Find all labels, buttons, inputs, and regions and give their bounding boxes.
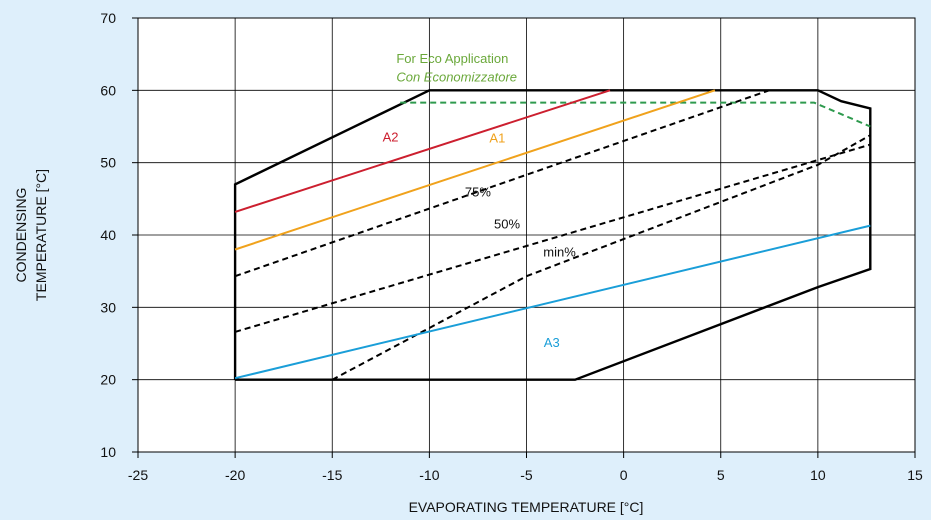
y-axis-title-line-1: CONDENSING [13, 188, 29, 283]
series-line-a2 [234, 89, 611, 213]
series-line-envelope [233, 89, 872, 381]
series-line-min [331, 134, 871, 381]
x-tick-label: -5 [520, 467, 533, 483]
y-tick-label: 30 [100, 299, 116, 315]
series-group [233, 89, 872, 381]
x-tick-label: 15 [907, 467, 923, 483]
series-line-a1 [234, 89, 716, 251]
y-axis-title-line-2: TEMPERATURE [°C] [33, 169, 49, 301]
series-label-a3: A3 [544, 335, 560, 350]
y-tick-label: 40 [100, 227, 116, 243]
series-labels: A2 A1 75% 50% min% A3 [383, 130, 577, 350]
series-label-50: 50% [494, 216, 520, 231]
x-tick-label: -20 [225, 467, 245, 483]
annotations: For Eco Application Con Economizzatore [396, 51, 517, 85]
series-line-50 [234, 143, 871, 333]
annotation-1: For Eco Application [396, 51, 508, 66]
x-axis-title: EVAPORATING TEMPERATURE [°C] [409, 499, 644, 515]
series-line-75 [234, 89, 770, 278]
y-tick-label: 20 [100, 372, 116, 388]
series-label-a2: A2 [383, 130, 399, 145]
x-tick-label: 5 [717, 467, 725, 483]
series-label-a1: A1 [489, 130, 505, 145]
x-tick-label: -15 [322, 467, 342, 483]
series-label-75: 75% [465, 185, 491, 200]
series-line-a3 [234, 224, 871, 380]
x-tick-label: -10 [419, 467, 439, 483]
x-tick-label: 0 [620, 467, 628, 483]
y-tick-label: 60 [100, 82, 116, 98]
series-label-min: min% [543, 245, 576, 260]
annotation-2: Con Economizzatore [396, 70, 517, 85]
series-line-eco-envelope [400, 101, 871, 128]
axis-ticks: -25 -20 -15 -10 -5 0 5 10 15 10 20 30 40 50 60 70 [100, 10, 923, 483]
y-tick-label: 70 [100, 10, 116, 26]
y-tick-label: 50 [100, 155, 116, 171]
x-tick-label: 10 [810, 467, 826, 483]
x-tick-label: -25 [128, 467, 148, 483]
y-tick-label: 10 [100, 444, 116, 460]
